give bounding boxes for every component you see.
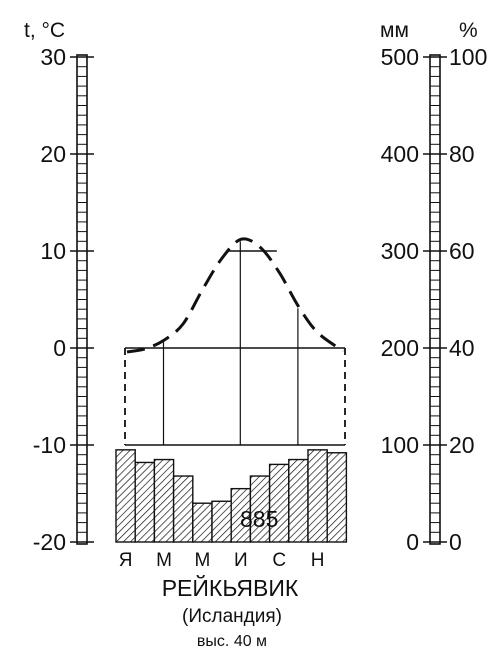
pct-tick-label: 0 [449,529,462,555]
month-label: И [234,550,248,571]
left-axis-unit: t, °C [24,19,65,42]
month-label: С [272,550,286,571]
month-label: М [156,550,172,571]
left-tick-labels: 30 20 10 0 -10 -20 [33,44,94,555]
precipitation-bar [172,475,194,543]
left-tick-label: 10 [40,238,66,264]
precipitation-bar [153,458,175,543]
precipitation-bar [192,502,213,543]
right-axis-mm-unit: мм [380,19,409,42]
plot-grid [124,241,346,446]
left-tick-label: 0 [53,335,66,361]
month-label: М [194,550,210,571]
mm-tick-label: 200 [381,335,419,361]
precipitation-bar [211,500,232,543]
chart-subtitle: (Исландия) [182,606,282,627]
pct-tick-label: 100 [449,44,487,70]
precipitation-bar [307,449,328,543]
right-pct-tick-labels: 100 80 60 40 20 0 [449,44,487,555]
left-tick-label: -10 [33,432,66,458]
month-label: Н [311,550,325,571]
left-scale [76,54,88,545]
right-scale [429,54,441,545]
month-label: Я [119,550,133,571]
left-tick-label: 20 [40,141,66,167]
temperature-curve [126,237,344,354]
precipitation-bars [115,449,348,543]
left-tick-label: 30 [40,44,66,70]
temperature-line [126,237,344,354]
mm-tick-label: 400 [381,141,419,167]
mm-tick-label: 300 [381,238,419,264]
right-axis-pct-unit: % [459,19,478,42]
precipitation-bar [288,458,309,543]
pct-tick-label: 60 [449,238,475,264]
pct-tick-label: 80 [449,141,475,167]
pct-tick-label: 20 [449,432,475,458]
mm-tick-label: 500 [381,44,419,70]
precipitation-bar [326,452,348,543]
annual-precipitation-label: 885 [240,506,278,532]
right-mm-tick-labels: 500 400 300 200 100 0 [381,44,447,555]
precipitation-bar [134,461,156,543]
left-tick-label: -20 [33,529,66,555]
precipitation-bar [115,449,136,543]
pct-tick-label: 40 [449,335,475,361]
mm-tick-label: 0 [406,529,419,555]
chart-title: РЕЙКЬЯВИК [162,574,299,601]
chart-caption: выс. 40 м [197,633,267,650]
mm-tick-label: 100 [381,432,419,458]
